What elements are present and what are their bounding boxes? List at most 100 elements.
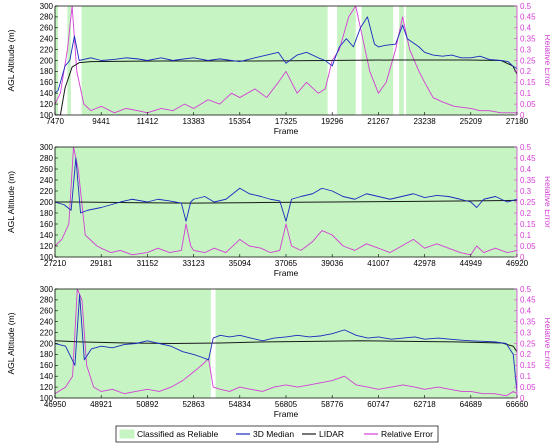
y-tick-label: 240 (40, 318, 54, 327)
x-tick-label: 37065 (275, 259, 298, 268)
y-tick-label: 260 (40, 165, 54, 174)
y-tick-label-right: 0.45 (520, 154, 536, 163)
y-tick-label-right: 0.25 (520, 56, 536, 65)
x-tick-label: 7470 (46, 117, 64, 126)
x-tick-label: 46950 (44, 400, 67, 409)
x-tick-label: 58776 (321, 400, 344, 409)
y-tick-label-right: 0.2 (520, 67, 532, 76)
y-tick-label: 220 (40, 187, 54, 196)
y-tick-label-right: 0.35 (520, 35, 536, 44)
y-tick-label: 300 (40, 2, 54, 11)
legend-item-lidar: LIDAR (302, 429, 344, 439)
y-tick-label-right: 0.35 (520, 176, 536, 185)
legend-item-median: 3D Median (236, 429, 294, 439)
y-tick-label: 140 (40, 231, 54, 240)
panel-3: 46950 48921 50892 52863 54834 56805 58776 60747… (6, 285, 550, 419)
rel-error-line (55, 6, 517, 114)
x-tick-label: 11412 (137, 117, 159, 126)
x-axis-label: Frame (274, 268, 299, 278)
y-axis-label-right: Relative Error (543, 35, 550, 87)
y-tick-label-right: 0.3 (520, 187, 532, 196)
x-tick-label: 60747 (367, 400, 390, 409)
y-tick-label: 160 (40, 78, 54, 87)
x-tick-label: 19296 (321, 117, 344, 126)
legend-label: Relative Error (381, 429, 433, 439)
x-tick-label: 48921 (90, 400, 113, 409)
panel-2: 27210 29181 31152 33123 35094 37065 39036 41007… (6, 143, 550, 278)
y-tick-label-right: 0 (520, 394, 525, 403)
legend-label: LIDAR (319, 429, 344, 439)
y-tick-label-right: 0.4 (520, 24, 532, 33)
y-tick-label-right: 0.4 (520, 165, 532, 174)
x-tick-label: 42978 (413, 259, 436, 268)
y-tick-label: 120 (40, 100, 54, 109)
y-tick-label-right: 0.05 (520, 242, 536, 251)
y-tick-label-right: 0.2 (520, 350, 532, 359)
x-tick-label: 50892 (136, 400, 159, 409)
legend-label: 3D Median (253, 429, 294, 439)
y-tick-label: 260 (40, 24, 54, 33)
y-tick-label: 260 (40, 307, 54, 316)
x-tick-label: 62718 (413, 400, 436, 409)
y-tick-label: 200 (40, 56, 54, 65)
y-tick-label: 300 (40, 285, 54, 294)
x-tick-label: 25209 (460, 117, 483, 126)
y-tick-label: 100 (40, 111, 54, 120)
y-tick-label: 280 (40, 13, 54, 22)
x-tick-label: 41007 (367, 259, 390, 268)
reliable-region (399, 6, 404, 115)
legend-box (115, 425, 439, 443)
x-tick-label: 13383 (182, 117, 205, 126)
lidar-line (55, 59, 517, 115)
y-tick-label-right: 0.5 (520, 143, 532, 152)
x-tick-label: 9441 (92, 117, 110, 126)
y-tick-label-right: 0.15 (520, 78, 536, 87)
y-tick-label: 240 (40, 35, 54, 44)
lidar-line (55, 199, 517, 204)
y-tick-label-right: 0 (520, 253, 525, 262)
y-tick-label-right: 0.5 (520, 2, 532, 11)
median-line (55, 157, 517, 222)
x-tick-label: 23238 (413, 117, 436, 126)
y-tick-label: 160 (40, 361, 54, 370)
y-axis-label: AGL Altitude (m) (6, 312, 16, 374)
y-tick-label: 120 (40, 383, 54, 392)
legend-item-reliable: Classified as Reliable (119, 429, 219, 439)
median-line (55, 294, 517, 393)
y-tick-label: 300 (40, 143, 54, 152)
x-tick-label: 31152 (137, 259, 159, 268)
y-tick-label: 120 (40, 242, 54, 251)
y-axis-label: AGL Altitude (m) (6, 171, 16, 233)
y-tick-label: 100 (40, 394, 54, 403)
y-tick-label: 160 (40, 220, 54, 229)
y-tick-label: 200 (40, 339, 54, 348)
y-tick-label: 100 (40, 253, 54, 262)
y-tick-label-right: 0.15 (520, 361, 536, 370)
x-tick-label: 54834 (229, 400, 252, 409)
y-tick-label: 240 (40, 176, 54, 185)
median-line (55, 16, 517, 94)
x-tick-label: 17325 (275, 117, 298, 126)
y-tick-label-right: 0.3 (520, 328, 532, 337)
y-tick-label: 220 (40, 45, 54, 54)
y-tick-label: 280 (40, 154, 54, 163)
y-tick-label-right: 0.25 (520, 198, 536, 207)
x-tick-label: 66660 (506, 400, 529, 409)
rel-error-line (55, 147, 517, 256)
y-tick-label-right: 0.45 (520, 296, 536, 305)
y-tick-label-right: 0.05 (520, 383, 536, 392)
y-tick-label-right: 0.35 (520, 318, 536, 327)
y-tick-label: 180 (40, 67, 54, 76)
x-tick-label: 64689 (460, 400, 483, 409)
x-tick-label: 35094 (229, 259, 252, 268)
y-axis-label-right: Relative Error (543, 176, 550, 228)
y-tick-label: 220 (40, 328, 54, 337)
y-tick-label-right: 0 (520, 111, 525, 120)
legend-label: Classified as Reliable (137, 429, 219, 439)
y-axis-label-right: Relative Error (543, 318, 550, 370)
plot-content (55, 6, 517, 115)
plot-content (55, 289, 517, 398)
y-tick-label-right: 0.3 (520, 45, 532, 54)
y-tick-label-right: 0.1 (520, 372, 532, 381)
